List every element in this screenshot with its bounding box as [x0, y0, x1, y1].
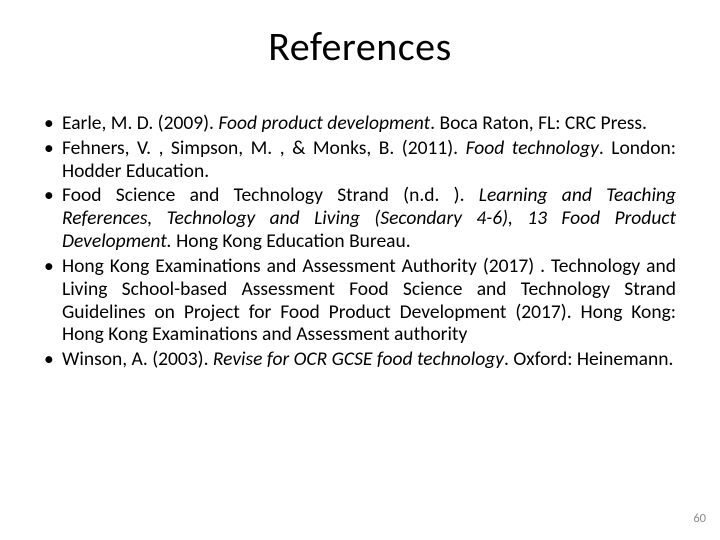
references-block: Earle, M. D. (2009). Food product develo…: [40, 112, 676, 373]
ref-post: . Boca Raton, FL: CRC Press.: [430, 111, 647, 135]
slide: References Earle, M. D. (2009). Food pro…: [0, 0, 720, 540]
ref-post: . Oxford: Heinemann.: [504, 347, 673, 371]
ref-pre: Food Science and Technology Strand (n.d.…: [62, 183, 479, 207]
reference-item: Earle, M. D. (2009). Food product develo…: [40, 112, 676, 135]
reference-item: Hong Kong Examinations and Assessment Au…: [40, 255, 676, 346]
reference-item: Food Science and Technology Strand (n.d.…: [40, 184, 676, 252]
ref-pre: Earle, M. D. (2009).: [62, 111, 218, 135]
ref-pre: Winson, A. (2003).: [62, 347, 213, 371]
page-number: 60: [693, 511, 706, 526]
reference-item: Fehners, V. , Simpson, M. , & Monks, B. …: [40, 137, 676, 183]
ref-pre: Fehners, V. , Simpson, M. , & Monks, B. …: [62, 136, 466, 160]
page-title: References: [0, 22, 720, 71]
ref-ital: Food technology: [466, 136, 599, 160]
ref-ital: Food product development: [218, 111, 430, 135]
reference-item: Winson, A. (2003). Revise for OCR GCSE f…: [40, 348, 676, 371]
ref-post: Hong Kong Education Bureau.: [172, 229, 411, 253]
references-list: Earle, M. D. (2009). Food product develo…: [40, 112, 676, 371]
ref-ital: Revise for OCR GCSE food technology: [213, 347, 504, 371]
ref-pre: Hong Kong Examinations and Assessment Au…: [62, 254, 676, 346]
